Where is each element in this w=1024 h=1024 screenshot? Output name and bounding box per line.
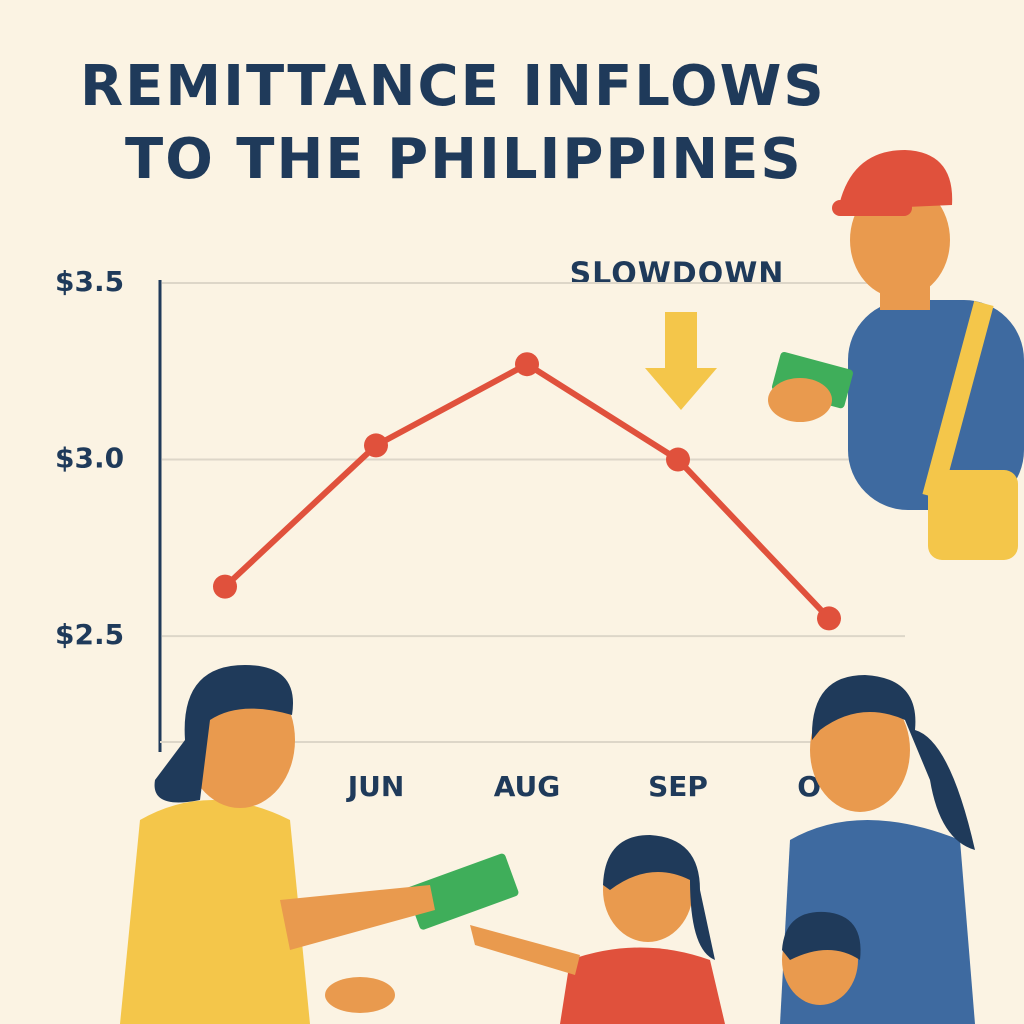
woman-hand xyxy=(325,977,395,1013)
point xyxy=(666,447,690,472)
annotation-arrow xyxy=(645,312,717,410)
bag-strap xyxy=(922,300,994,500)
plot: $2.5$3.0$3.5JUNAUGSEPOCT xyxy=(55,265,905,803)
child-hair xyxy=(782,911,861,960)
y-tick-label: $2.5 xyxy=(55,618,124,651)
bag xyxy=(928,470,1018,560)
x-tick-label: AUG xyxy=(494,770,561,803)
illustration xyxy=(120,150,1024,1024)
man-cap xyxy=(838,150,953,210)
man-cap-brim xyxy=(832,200,912,216)
x-tick-label: SEP xyxy=(648,770,708,803)
mother-hair xyxy=(811,675,975,850)
chart-title: TO THE PHILIPPINES xyxy=(125,127,803,192)
point xyxy=(364,433,388,458)
point xyxy=(817,606,841,631)
chart-title: REMITTANCE INFLOWS xyxy=(80,54,826,119)
y-tick-label: $3.0 xyxy=(55,442,124,475)
man-hand xyxy=(768,378,832,422)
girl-arm xyxy=(470,925,580,975)
point xyxy=(515,352,539,377)
girl-shirt xyxy=(560,947,725,1024)
y-tick-label: $3.5 xyxy=(55,265,124,298)
woman-shirt xyxy=(120,800,310,1024)
money xyxy=(406,853,519,930)
point xyxy=(213,574,237,599)
woman-hair xyxy=(154,665,294,803)
woman-arm xyxy=(280,885,435,950)
x-tick-label: JUN xyxy=(346,770,405,803)
annotation: SLOWDOWN xyxy=(570,257,785,292)
girl-hair xyxy=(603,835,715,960)
